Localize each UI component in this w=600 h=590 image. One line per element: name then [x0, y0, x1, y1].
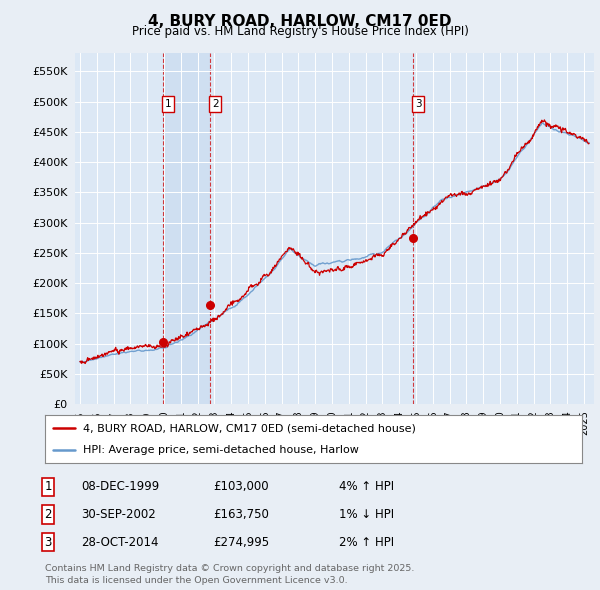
Text: 2: 2 [44, 508, 52, 521]
Text: 1: 1 [44, 480, 52, 493]
Text: 1: 1 [164, 99, 171, 109]
Text: 28-OCT-2014: 28-OCT-2014 [81, 536, 158, 549]
Text: 2: 2 [212, 99, 218, 109]
Text: 08-DEC-1999: 08-DEC-1999 [81, 480, 159, 493]
Text: 1% ↓ HPI: 1% ↓ HPI [339, 508, 394, 521]
Bar [163, 53, 210, 404]
Text: 2% ↑ HPI: 2% ↑ HPI [339, 536, 394, 549]
Text: 30-SEP-2002: 30-SEP-2002 [81, 508, 156, 521]
Text: 4, BURY ROAD, HARLOW, CM17 0ED: 4, BURY ROAD, HARLOW, CM17 0ED [148, 14, 452, 28]
Text: HPI: Average price, semi-detached house, Harlow: HPI: Average price, semi-detached house,… [83, 445, 358, 455]
Text: 3: 3 [415, 99, 421, 109]
Text: £274,995: £274,995 [213, 536, 269, 549]
Text: £163,750: £163,750 [213, 508, 269, 521]
Text: 4, BURY ROAD, HARLOW, CM17 0ED (semi-detached house): 4, BURY ROAD, HARLOW, CM17 0ED (semi-det… [83, 423, 415, 433]
Text: 3: 3 [44, 536, 52, 549]
Text: Price paid vs. HM Land Registry's House Price Index (HPI): Price paid vs. HM Land Registry's House … [131, 25, 469, 38]
Text: 4% ↑ HPI: 4% ↑ HPI [339, 480, 394, 493]
Text: Contains HM Land Registry data © Crown copyright and database right 2025.
This d: Contains HM Land Registry data © Crown c… [45, 565, 415, 585]
Text: £103,000: £103,000 [213, 480, 269, 493]
